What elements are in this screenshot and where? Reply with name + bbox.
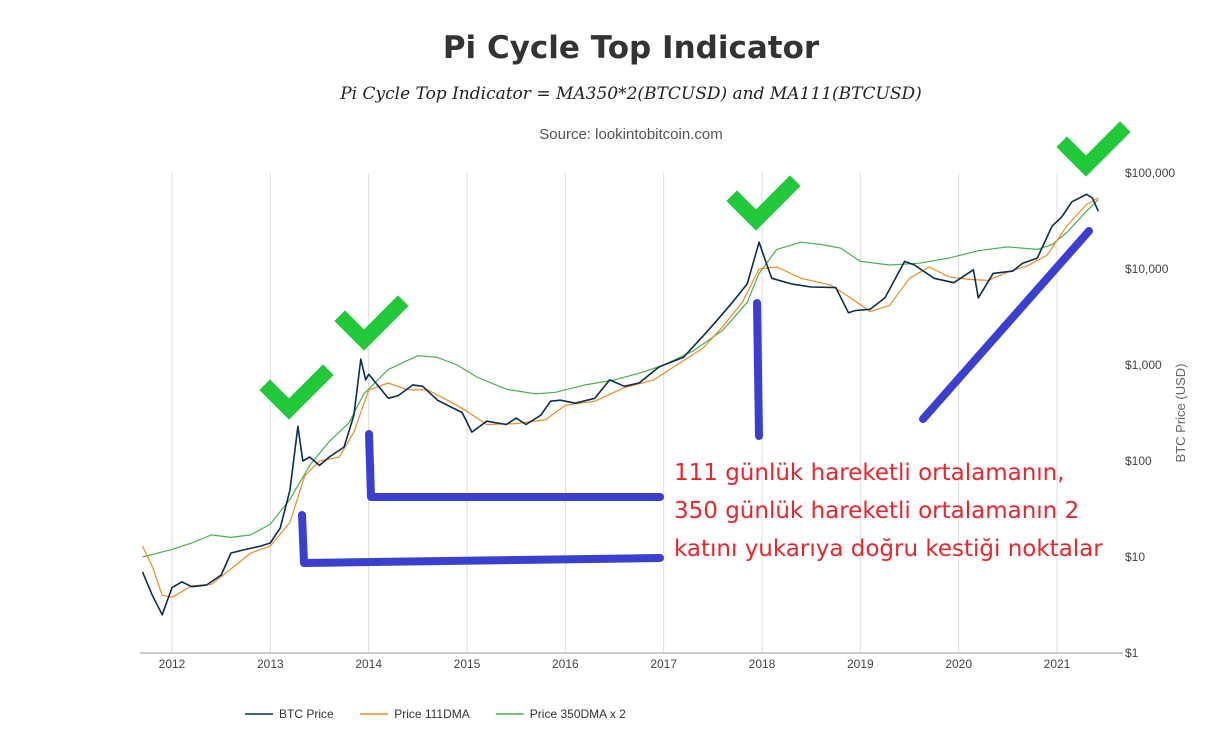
annotation-line-2: 350 günlük hareketli ortalamanın 2	[674, 498, 1080, 524]
annotation-line-1: 111 günlük hareketli ortalamanın,	[674, 460, 1065, 486]
legend-item: Price 350DMA x 2	[495, 707, 626, 721]
y-axis-label: BTC Price (USD)	[1173, 364, 1188, 463]
y-tick-label: $1,000	[1125, 358, 1162, 372]
legend-item: BTC Price	[245, 707, 334, 721]
annotation-text: 111 günlük hareketli ortalamanın, 350 gü…	[674, 454, 1103, 568]
marker-line-2014	[365, 430, 664, 501]
y-tick-label: $10,000	[1125, 262, 1169, 276]
x-tick-label: 2018	[749, 657, 776, 671]
chart-subtitle: Pi Cycle Top Indicator = MA350*2(BTCUSD)…	[340, 84, 922, 104]
series-line-btc-price	[141, 193, 1100, 616]
series-line-price-350dma-x-2	[142, 199, 1099, 558]
y-tick-label: $10	[1125, 550, 1145, 564]
y-tick-label: $1	[1125, 646, 1139, 660]
legend-label: BTC Price	[279, 707, 334, 721]
x-tick-label: 2012	[159, 657, 186, 671]
x-tick-label: 2015	[454, 657, 481, 671]
check-icon	[1056, 121, 1131, 177]
marker-line-2021	[919, 227, 1093, 423]
x-tick-label: 2021	[1044, 657, 1071, 671]
check-icon	[334, 295, 409, 351]
x-tick-label: 2017	[650, 657, 677, 671]
axes: 2012 2013 2014 2015 2016 2017 2018 2019 2020 2021…	[140, 166, 1188, 671]
x-tick-label: 2019	[847, 657, 874, 671]
chart-title: Pi Cycle Top Indicator	[442, 30, 820, 66]
annotation-overlays	[259, 121, 1131, 567]
series-lines	[141, 193, 1100, 616]
x-tick-label: 2013	[257, 657, 284, 671]
annotation-line-3: katını yukarıya doğru kestiği noktalar	[674, 536, 1103, 562]
legend-label: Price 111DMA	[394, 707, 470, 721]
check-icon	[726, 175, 801, 231]
legend-item: Price 111DMA	[360, 707, 470, 721]
x-tick-label: 2014	[355, 657, 382, 671]
chart-source: Source: lookintobitcoin.com	[539, 126, 723, 143]
check-icon	[259, 364, 334, 420]
legend: BTC Price Price 111DMA Price 350DMA x 2	[245, 707, 626, 721]
legend-label: Price 350DMA x 2	[530, 707, 626, 721]
series-line-price-111dma	[141, 197, 1099, 598]
x-tick-label: 2020	[945, 657, 972, 671]
y-tick-label: $100,000	[1125, 166, 1175, 180]
marker-line-2018	[753, 299, 763, 440]
y-tick-label: $100	[1125, 454, 1152, 468]
marker-line-2013	[298, 511, 664, 567]
x-tick-label: 2016	[552, 657, 579, 671]
